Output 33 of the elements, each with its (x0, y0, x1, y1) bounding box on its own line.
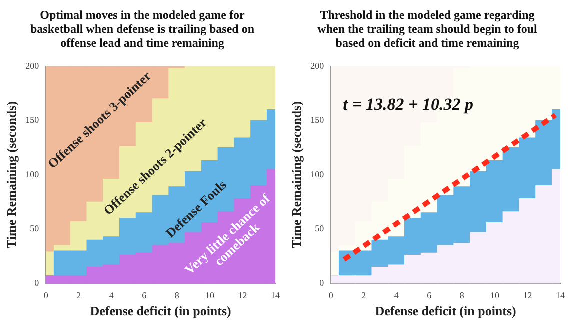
y-axis-title: Time Remaining (seconds) (4, 101, 19, 249)
y-axis-title: Time Remaining (seconds) (288, 101, 304, 249)
x-tick-label: 2 (76, 290, 81, 300)
y-tick-label: 0 (319, 278, 324, 288)
y-tick-label: 200 (25, 60, 40, 71)
y-tick-label: 50 (30, 224, 40, 234)
x-axis-title: Defense deficit (in points) (374, 304, 516, 319)
y-tick-label: 0 (34, 278, 40, 288)
x-tick-label: 4 (394, 290, 399, 300)
x-tick-label: 8 (174, 290, 180, 300)
chart-title: Threshold in the modeled game regarding when the trailing team should begin to foul based on deficit and time remaining (316, 7, 538, 52)
x-tick-label: 10 (490, 290, 500, 300)
x-tick-label: 0 (328, 290, 334, 300)
annotation: t = 13.82 + 10.32 p (342, 94, 473, 114)
x-tick-label: 12 (522, 290, 532, 300)
x-tick-label: 10 (204, 290, 214, 300)
x-tick-label: 0 (43, 290, 48, 300)
x-tick-label: 12 (238, 290, 247, 300)
x-tick-label: 14 (270, 290, 280, 300)
x-tick-label: 14 (556, 290, 565, 300)
x-tick-label: 8 (459, 290, 464, 300)
y-tick-label: 50 (314, 224, 324, 234)
y-tick-label: 150 (25, 115, 40, 126)
chart-title: Optimal moves in the modeled game for basketball when defense is trailing based on offense lead and time remaining (29, 7, 256, 52)
y-tick-label: 150 (310, 115, 324, 126)
x-tick-label: 6 (142, 290, 147, 300)
x-tick-label: 6 (426, 290, 432, 300)
x-tick-label: 4 (108, 290, 114, 300)
x-tick-label: 2 (361, 290, 366, 300)
y-tick-label: 200 (310, 60, 324, 71)
x-axis-title: Defense deficit (in points) (90, 304, 231, 319)
y-tick-label: 100 (25, 169, 40, 180)
y-tick-label: 100 (310, 169, 324, 180)
